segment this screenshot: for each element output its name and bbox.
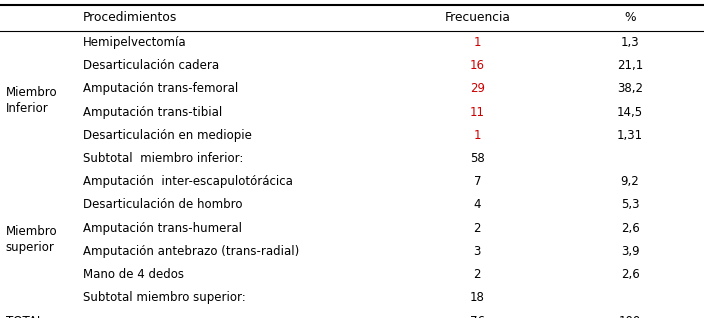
Text: Hemipelvectomía: Hemipelvectomía [83, 36, 187, 49]
Text: TOTAL: TOTAL [6, 315, 43, 318]
Text: 100: 100 [619, 315, 641, 318]
Text: 3: 3 [474, 245, 481, 258]
Text: 58: 58 [470, 152, 484, 165]
Text: 1,3: 1,3 [621, 36, 639, 49]
Text: Frecuencia: Frecuencia [444, 11, 510, 24]
Text: 7: 7 [474, 175, 481, 188]
Text: Amputación antebrazo (trans-radial): Amputación antebrazo (trans-radial) [83, 245, 299, 258]
Text: Amputación trans-femoral: Amputación trans-femoral [83, 82, 239, 95]
Text: 2,6: 2,6 [621, 222, 639, 235]
Text: 3,9: 3,9 [621, 245, 639, 258]
Text: 29: 29 [470, 82, 485, 95]
Text: 1,31: 1,31 [617, 129, 643, 142]
Text: Mano de 4 dedos: Mano de 4 dedos [83, 268, 184, 281]
Text: 11: 11 [470, 106, 485, 119]
Text: Desarticulación cadera: Desarticulación cadera [83, 59, 219, 72]
Text: 1: 1 [474, 129, 481, 142]
Text: 4: 4 [474, 198, 481, 211]
Text: 9,2: 9,2 [621, 175, 639, 188]
Text: Desarticulación en mediopie: Desarticulación en mediopie [83, 129, 252, 142]
Text: Miembro
Inferior: Miembro Inferior [6, 86, 57, 115]
Text: 21,1: 21,1 [617, 59, 643, 72]
Text: 2: 2 [474, 268, 481, 281]
Text: Desarticulación de hombro: Desarticulación de hombro [83, 198, 243, 211]
Text: 38,2: 38,2 [617, 82, 643, 95]
Text: Procedimientos: Procedimientos [83, 11, 177, 24]
Text: Amputación  inter-escapulotórácica: Amputación inter-escapulotórácica [83, 175, 293, 188]
Text: Miembro
superior: Miembro superior [6, 225, 57, 254]
Text: Subtotal miembro superior:: Subtotal miembro superior: [83, 291, 246, 304]
Text: 2: 2 [474, 222, 481, 235]
Text: 16: 16 [470, 59, 485, 72]
Text: 76: 76 [470, 315, 485, 318]
Text: 1: 1 [474, 36, 481, 49]
Text: Subtotal  miembro inferior:: Subtotal miembro inferior: [83, 152, 244, 165]
Text: Amputación trans-humeral: Amputación trans-humeral [83, 222, 242, 235]
Text: 2,6: 2,6 [621, 268, 639, 281]
Text: 18: 18 [470, 291, 485, 304]
Text: 5,3: 5,3 [621, 198, 639, 211]
Text: %: % [624, 11, 636, 24]
Text: 14,5: 14,5 [617, 106, 643, 119]
Text: Amputación trans-tibial: Amputación trans-tibial [83, 106, 222, 119]
